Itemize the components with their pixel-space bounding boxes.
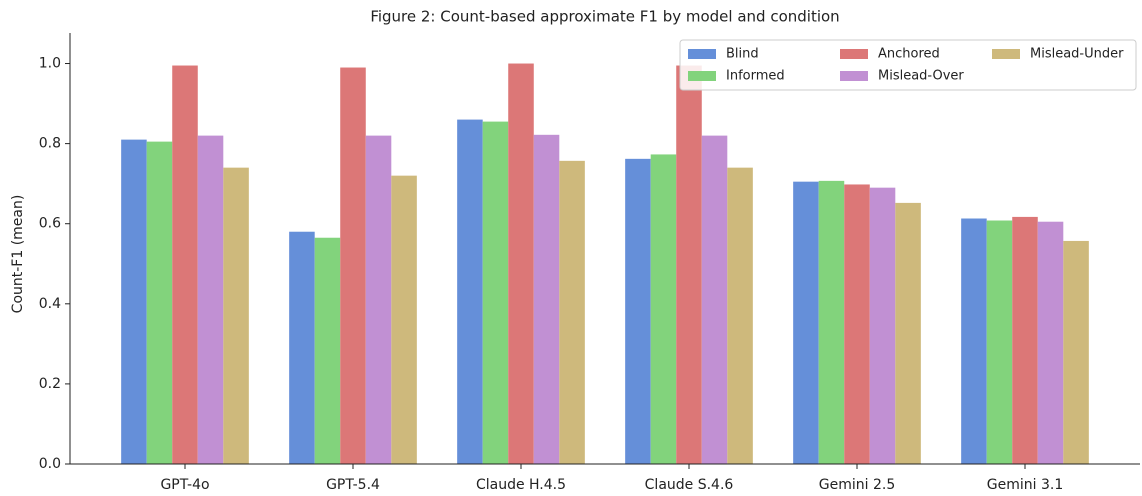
x-tick-label: Gemini 2.5 [819,477,895,493]
bar [223,167,249,464]
bar [197,135,224,464]
bar [844,184,870,464]
legend-label: Anchored [878,47,940,62]
y-tick-label: 0.0 [39,456,61,472]
y-tick-label: 0.4 [39,296,61,312]
bar [482,121,509,464]
bar [365,135,392,464]
bar [314,237,341,464]
legend-label: Informed [726,69,785,84]
y-tick-label: 0.2 [39,376,61,392]
legend-box [679,39,1137,91]
bar [121,139,147,464]
bar [289,231,315,464]
x-tick-label: Claude H.4.5 [476,477,566,493]
chart-title: Figure 2: Count-based approximate F1 by … [370,8,839,26]
bar [727,167,753,464]
legend-swatch [840,49,868,59]
bar [650,154,677,465]
bar [895,202,921,464]
legend-label: Blind [726,47,759,62]
legend-swatch [688,49,716,59]
bar [625,158,651,464]
y-tick-label: 0.6 [39,216,61,232]
legend-swatch [840,71,868,81]
bar [1012,216,1038,464]
legend-label: Mislead-Over [878,69,964,84]
bar [961,218,987,464]
bar [533,134,560,464]
bar [869,187,896,464]
bar [818,180,845,464]
y-tick-label: 1.0 [39,56,61,72]
bar [676,65,702,465]
bar [457,119,483,464]
y-tick-label: 0.8 [39,136,61,152]
bar [701,135,728,464]
legend-swatch [992,49,1020,59]
bar [508,63,534,465]
bar [559,160,585,464]
x-tick-label: GPT-5.4 [326,477,380,493]
legend-label: Mislead-Under [1030,47,1124,62]
bar [172,65,198,465]
bar [1037,221,1064,464]
bar [793,181,819,464]
y-axis-label: Count-F1 (mean) [10,195,26,314]
bar [986,220,1013,464]
x-tick-label: GPT-4o [160,477,209,493]
bar [146,141,173,464]
bar [340,67,366,465]
x-tick-label: Claude S.4.6 [645,477,734,493]
bar [391,175,417,464]
legend: Blind Informed Anchored Mislead-Over Mislead… [679,39,1137,91]
legend-swatch [688,71,716,81]
x-tick-label: Gemini 3.1 [987,477,1063,493]
bar [1063,240,1089,464]
